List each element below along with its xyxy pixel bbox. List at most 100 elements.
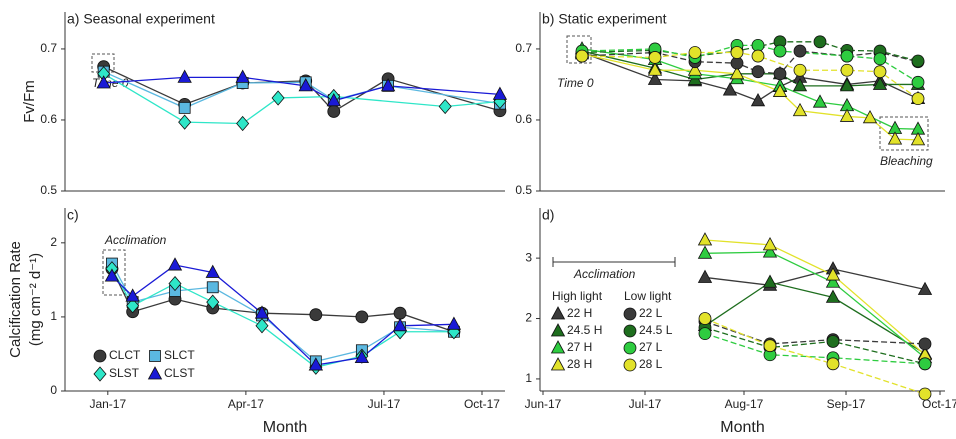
legend-marker: [623, 341, 637, 355]
marker: [438, 98, 452, 115]
marker: [327, 105, 341, 118]
x-tick-label: Sep-17: [827, 397, 866, 411]
legend-marker: [550, 357, 566, 371]
y-tick-label: 0.6: [40, 112, 57, 126]
marker: [126, 298, 140, 314]
marker: [255, 318, 269, 334]
panel-title: c): [67, 207, 79, 223]
y-tick-label: 3: [525, 250, 532, 264]
marker: [309, 308, 323, 322]
series-line: [704, 326, 926, 365]
marker: [792, 78, 808, 92]
marker: [812, 94, 828, 108]
annotation-box: [879, 116, 929, 151]
marker: [918, 357, 932, 371]
y-axis-label: Fv/Fm: [21, 80, 38, 123]
marker: [825, 267, 841, 281]
panel-title: d): [542, 207, 554, 223]
marker: [730, 46, 744, 59]
annotation: Time 0: [557, 76, 594, 90]
marker: [96, 75, 111, 89]
marker: [839, 78, 855, 92]
x-tick-label: Oct-17: [922, 397, 956, 411]
marker: [750, 92, 766, 107]
x-tick-label: Jul-17: [368, 397, 401, 411]
marker: [492, 86, 508, 100]
marker: [730, 56, 744, 70]
marker: [687, 62, 703, 76]
marker: [873, 65, 887, 79]
marker: [178, 114, 192, 130]
marker: [393, 306, 407, 320]
x-tick-label: Apr-17: [228, 397, 264, 411]
marker: [911, 75, 925, 89]
legend-marker: [623, 324, 637, 338]
legend-marker: [149, 350, 161, 362]
x-axis-label: Month: [720, 419, 764, 436]
series-line: [581, 44, 919, 83]
marker: [697, 269, 713, 283]
legend-marker: [623, 307, 637, 321]
marker: [872, 76, 888, 90]
y-tick-label: 0.5: [40, 183, 57, 197]
marker: [862, 109, 878, 124]
legend-label: 24.5 L: [639, 323, 673, 337]
marker: [918, 387, 932, 401]
marker: [177, 69, 192, 83]
series-line: [704, 333, 926, 365]
legend-header: Low light: [624, 289, 672, 303]
marker: [167, 257, 183, 271]
legend-marker: [623, 358, 637, 372]
marker: [792, 102, 808, 117]
marker: [911, 54, 925, 68]
marker: [826, 357, 840, 371]
marker: [697, 232, 713, 246]
marker: [910, 132, 926, 146]
series-line: [581, 50, 919, 75]
marker: [793, 44, 807, 58]
series-line: [704, 317, 926, 395]
legend-label: 28 L: [639, 357, 663, 371]
marker: [772, 83, 788, 97]
marker: [236, 115, 250, 132]
y-tick-label: 0.6: [515, 112, 532, 126]
legend-label: CLCT: [109, 348, 141, 362]
marker: [918, 337, 932, 351]
panel-title: a) Seasonal experiment: [67, 11, 215, 27]
series-line: [581, 51, 919, 102]
marker: [773, 44, 787, 58]
marker: [235, 69, 250, 83]
marker: [647, 71, 663, 85]
x-axis-label: Month: [263, 419, 307, 436]
series-line: [704, 239, 926, 356]
marker: [168, 275, 182, 292]
y-tick-label: 0.5: [515, 183, 532, 197]
series-line: [704, 320, 926, 345]
marker: [575, 49, 589, 63]
y-tick-label: 1: [50, 309, 57, 323]
marker: [308, 357, 324, 371]
marker: [446, 316, 462, 330]
y-tick-label: 0.7: [40, 41, 57, 55]
marker: [206, 294, 220, 310]
legend-header: High light: [552, 289, 603, 303]
marker: [326, 92, 341, 107]
marker: [697, 245, 713, 259]
marker: [647, 62, 663, 76]
legend-label: 22 H: [567, 306, 592, 320]
annotation: Acclimation: [104, 233, 167, 247]
marker: [206, 281, 219, 294]
marker: [917, 281, 933, 295]
x-tick-label: Jun-17: [525, 397, 562, 411]
y-tick-label: 1: [525, 371, 532, 385]
y-axis-label: (mg cm⁻² d⁻¹): [27, 253, 44, 346]
marker: [839, 108, 855, 122]
marker: [254, 305, 270, 319]
annotation: Bleaching: [880, 154, 933, 168]
series-line: [704, 251, 926, 359]
marker: [355, 310, 369, 324]
legend-marker: [550, 306, 566, 320]
marker: [751, 65, 765, 79]
legend-marker: [93, 349, 107, 363]
